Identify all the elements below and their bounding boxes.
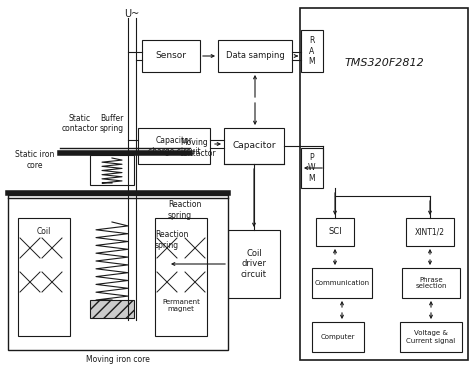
Text: Capacitor: Capacitor bbox=[232, 142, 276, 150]
Bar bbox=[224, 128, 284, 164]
Text: Capacitor
charge circuit: Capacitor charge circuit bbox=[148, 136, 201, 156]
Bar bbox=[90, 155, 134, 185]
Text: R
A
M: R A M bbox=[309, 36, 315, 66]
Text: Moving
contactor: Moving contactor bbox=[180, 138, 217, 158]
Text: Static
contactor: Static contactor bbox=[62, 114, 98, 133]
Bar bbox=[316, 218, 354, 246]
Text: Reaction
spring: Reaction spring bbox=[155, 230, 188, 250]
Text: XINT1/2: XINT1/2 bbox=[415, 228, 445, 236]
Text: Phrase
selection: Phrase selection bbox=[415, 276, 447, 290]
Text: Communication: Communication bbox=[314, 280, 370, 286]
Bar bbox=[406, 218, 454, 246]
Text: SCI: SCI bbox=[328, 228, 342, 236]
Bar bbox=[8, 195, 228, 350]
Text: Coil: Coil bbox=[37, 228, 51, 236]
Text: Permanent
magnet: Permanent magnet bbox=[162, 299, 200, 312]
Bar bbox=[138, 128, 210, 164]
Text: Static iron
core: Static iron core bbox=[15, 150, 55, 170]
Bar bbox=[142, 40, 200, 72]
Text: Sensor: Sensor bbox=[155, 51, 186, 61]
Bar bbox=[218, 40, 292, 72]
Bar bbox=[301, 30, 323, 72]
Text: Reaction
spring: Reaction spring bbox=[168, 200, 201, 220]
Bar bbox=[155, 218, 207, 336]
Bar bbox=[90, 300, 134, 318]
Text: Data samping: Data samping bbox=[226, 51, 284, 61]
Text: Voltage &
Current signal: Voltage & Current signal bbox=[406, 331, 456, 344]
Text: Buffer
spring: Buffer spring bbox=[100, 114, 124, 133]
Bar bbox=[312, 322, 364, 352]
Text: P
W
M: P W M bbox=[308, 153, 316, 183]
Text: Computer: Computer bbox=[321, 334, 355, 340]
Bar bbox=[300, 8, 468, 360]
Bar bbox=[312, 268, 372, 298]
Bar bbox=[18, 218, 70, 336]
Bar bbox=[228, 230, 280, 298]
Text: TMS320F2812: TMS320F2812 bbox=[344, 58, 424, 68]
Text: U~: U~ bbox=[124, 9, 140, 19]
Bar bbox=[402, 268, 460, 298]
Text: Moving iron core: Moving iron core bbox=[86, 356, 150, 364]
Text: Coil
driver
circuit: Coil driver circuit bbox=[241, 249, 267, 279]
Bar bbox=[301, 148, 323, 188]
Bar bbox=[400, 322, 462, 352]
